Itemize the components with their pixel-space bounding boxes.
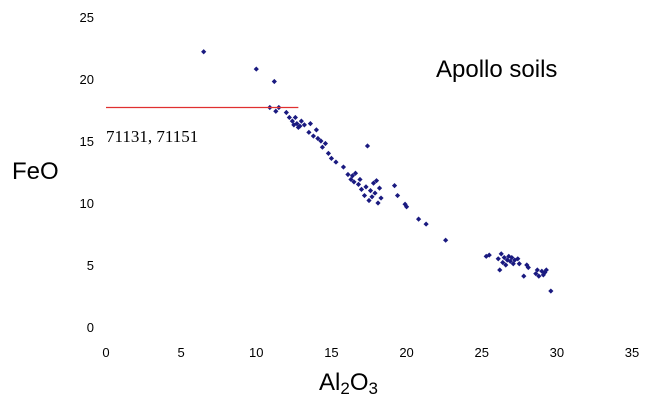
data-point [363, 184, 369, 190]
y-tick-label: 10 [80, 196, 94, 211]
data-point [349, 173, 356, 179]
data-point [536, 273, 542, 279]
data-point [524, 262, 530, 268]
data-point [295, 124, 301, 130]
data-point [548, 288, 554, 294]
data-point [539, 268, 545, 274]
data-point [351, 179, 357, 185]
data-point [322, 140, 329, 147]
data-point [503, 262, 509, 268]
data-point [501, 254, 507, 261]
data-point [253, 66, 259, 72]
data-point [355, 181, 362, 187]
data-point [333, 159, 339, 165]
chart-annotation: Apollo soils [436, 56, 557, 83]
data-point [370, 180, 377, 186]
data-point [289, 118, 295, 124]
data-point [292, 114, 298, 121]
x-tick-label: 30 [550, 345, 564, 360]
data-point [495, 256, 501, 262]
data-point [543, 267, 549, 273]
data-point [510, 261, 516, 267]
data-point [521, 273, 527, 279]
data-point [373, 178, 380, 184]
x-axis-title: Al2O3 [319, 369, 378, 398]
data-point [540, 272, 546, 278]
data-point [340, 164, 347, 170]
y-axis-ticks: 0 5 10 15 20 25 [80, 10, 94, 335]
data-point [394, 192, 401, 199]
data-point [310, 133, 316, 139]
data-point [509, 254, 515, 261]
data-point [366, 197, 372, 204]
data-points [201, 49, 554, 294]
data-point [358, 186, 365, 192]
data-point [273, 108, 279, 114]
data-point [403, 204, 410, 210]
data-point [328, 155, 335, 161]
data-point [486, 252, 492, 258]
x-axis-ticks: 0 5 10 15 20 25 30 35 [102, 345, 639, 360]
data-point [306, 129, 312, 135]
data-point [271, 78, 277, 85]
data-point [307, 121, 313, 127]
data-point [352, 170, 359, 176]
data-point [313, 127, 319, 133]
data-point [516, 261, 522, 267]
data-point [507, 258, 513, 264]
data-point [504, 257, 510, 263]
data-point [286, 114, 292, 121]
data-point [391, 183, 398, 189]
reference-line-label: 71131, 71151 [106, 127, 198, 146]
data-point [500, 259, 506, 266]
data-point [298, 118, 304, 124]
data-point [367, 188, 374, 194]
x-tick-label: 25 [474, 345, 488, 360]
data-point [498, 251, 504, 257]
data-point [533, 271, 539, 277]
y-tick-label: 5 [87, 258, 94, 273]
data-point [318, 138, 324, 144]
y-axis-title: FeO [12, 158, 59, 185]
y-tick-label: 25 [80, 10, 94, 25]
data-point [301, 122, 307, 128]
data-point [497, 267, 503, 273]
data-point [534, 267, 540, 273]
data-point [357, 176, 363, 183]
x-tick-label: 15 [324, 345, 338, 360]
y-tick-label: 15 [80, 134, 94, 149]
data-point [315, 135, 321, 142]
x-tick-label: 10 [249, 345, 263, 360]
x-tick-label: 0 [102, 345, 109, 360]
data-point [291, 122, 297, 128]
data-point [402, 201, 408, 207]
data-point [415, 216, 422, 222]
data-point [443, 237, 449, 243]
data-point [361, 192, 368, 199]
data-point [376, 185, 383, 191]
data-point [345, 171, 351, 178]
data-point [325, 150, 332, 156]
data-point [525, 264, 531, 271]
data-point [364, 143, 371, 149]
data-point [201, 49, 207, 55]
data-point [372, 190, 378, 196]
data-point [375, 200, 381, 206]
data-point [369, 194, 375, 200]
data-point [515, 256, 521, 262]
x-tick-label: 20 [399, 345, 413, 360]
data-point [378, 195, 384, 201]
data-point [423, 221, 429, 227]
data-point [512, 257, 518, 263]
x-tick-label: 5 [178, 345, 185, 360]
y-tick-label: 20 [80, 72, 94, 87]
data-point [348, 176, 354, 183]
y-tick-label: 0 [87, 320, 94, 335]
data-point [283, 109, 289, 116]
data-point [319, 144, 326, 150]
x-tick-label: 35 [625, 345, 639, 360]
